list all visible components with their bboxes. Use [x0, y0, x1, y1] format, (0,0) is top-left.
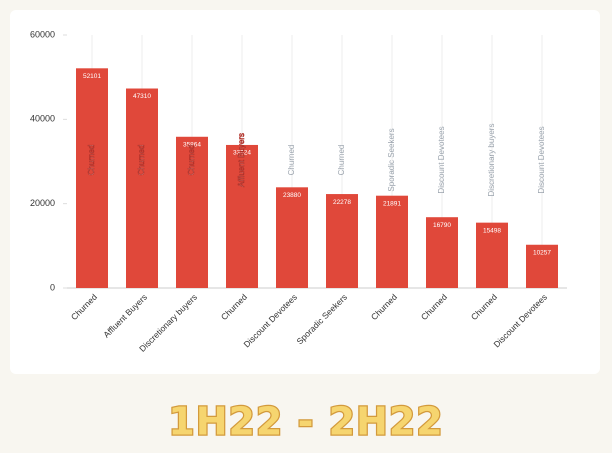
bar — [426, 217, 458, 288]
y-tick-label: 0 — [50, 282, 55, 292]
bar — [326, 194, 358, 288]
value-label: 16790 — [433, 222, 451, 229]
bar — [526, 244, 558, 288]
bar-label: Churned — [137, 145, 146, 176]
bar — [226, 144, 258, 288]
bar-label: Affluent Buyers — [237, 133, 246, 187]
value-label: 33924 — [233, 150, 251, 157]
y-tick-label: 60000 — [30, 29, 55, 39]
y-tick-label: 20000 — [30, 198, 55, 208]
value-label: 23880 — [283, 192, 301, 199]
bar-label: Discount Devotees — [537, 126, 546, 193]
bar — [176, 136, 208, 288]
y-tick-label: 40000 — [30, 114, 55, 124]
value-label: 47310 — [133, 93, 151, 100]
bar-label: Discount Devotees — [437, 126, 446, 193]
bar — [276, 187, 308, 288]
bar-label: Discretionary buyers — [487, 124, 496, 197]
bar — [476, 222, 508, 288]
value-label: 15498 — [483, 227, 501, 234]
value-label: 35864 — [183, 141, 201, 148]
value-label: 10257 — [533, 249, 551, 256]
bar-label: Churned — [287, 145, 296, 176]
value-label: 21891 — [383, 200, 401, 207]
bar — [126, 88, 158, 289]
value-label: 52101 — [83, 73, 101, 80]
value-label: 22278 — [333, 199, 351, 206]
bar-label: Churned — [187, 145, 196, 176]
bar-label: Churned — [87, 145, 96, 176]
bar — [76, 68, 108, 288]
bar-label: Sporadic Seekers — [387, 128, 396, 191]
bar — [376, 195, 408, 288]
bar-label: Churned — [337, 145, 346, 176]
chart-title: 1H22 - 2H22 — [168, 400, 443, 444]
